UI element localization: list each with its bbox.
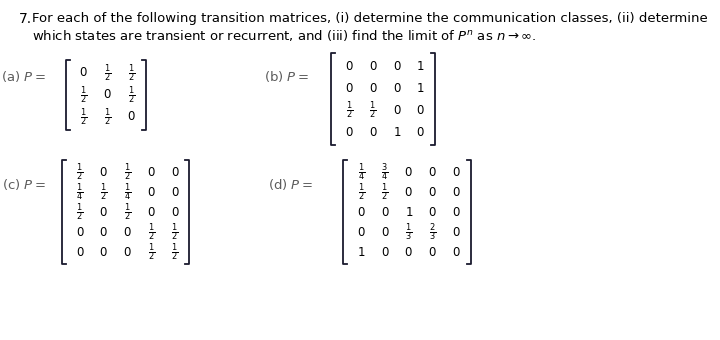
Text: $1$: $1$: [405, 205, 413, 219]
Text: $0$: $0$: [452, 225, 461, 238]
Text: $0$: $0$: [416, 103, 425, 117]
Text: $0$: $0$: [405, 166, 413, 178]
Text: $0$: $0$: [99, 245, 108, 258]
Text: $\frac{1}{3}$: $\frac{1}{3}$: [405, 221, 413, 243]
Text: $0$: $0$: [99, 205, 108, 219]
Text: 7.: 7.: [19, 12, 32, 26]
Text: $0$: $0$: [369, 125, 377, 138]
Text: $\frac{1}{4}$: $\frac{1}{4}$: [76, 181, 84, 203]
Text: $\frac{1}{2}$: $\frac{1}{2}$: [80, 84, 87, 106]
Text: $0$: $0$: [345, 59, 354, 72]
Text: $\frac{1}{2}$: $\frac{1}{2}$: [104, 62, 111, 84]
Text: (c) $P=$: (c) $P=$: [1, 177, 46, 192]
Text: $0$: $0$: [381, 205, 390, 219]
Text: $0$: $0$: [123, 225, 132, 238]
Text: $0$: $0$: [369, 59, 377, 72]
Text: $\frac{3}{4}$: $\frac{3}{4}$: [382, 161, 389, 183]
Text: $1$: $1$: [392, 125, 401, 138]
Text: For each of the following transition matrices, (i) determine the communication c: For each of the following transition mat…: [32, 12, 708, 25]
Text: $0$: $0$: [369, 82, 377, 95]
Text: $0$: $0$: [147, 186, 156, 199]
Text: (a) $P=$: (a) $P=$: [1, 69, 46, 85]
Text: $0$: $0$: [147, 205, 156, 219]
Text: $0$: $0$: [452, 166, 461, 178]
Text: $\frac{1}{2}$: $\frac{1}{2}$: [148, 241, 155, 263]
Text: (b) $P=$: (b) $P=$: [264, 69, 310, 85]
Text: $0$: $0$: [171, 166, 179, 178]
Text: $0$: $0$: [428, 166, 437, 178]
Text: $\frac{1}{2}$: $\frac{1}{2}$: [358, 181, 365, 203]
Text: $0$: $0$: [381, 245, 390, 258]
Text: $0$: $0$: [171, 205, 179, 219]
Text: $0$: $0$: [416, 125, 425, 138]
Text: $\frac{1}{2}$: $\frac{1}{2}$: [104, 106, 111, 128]
Text: $\frac{1}{2}$: $\frac{1}{2}$: [80, 106, 87, 128]
Text: $0$: $0$: [381, 225, 390, 238]
Text: $0$: $0$: [405, 186, 413, 199]
Text: $0$: $0$: [103, 88, 112, 102]
Text: $\frac{1}{2}$: $\frac{1}{2}$: [382, 181, 389, 203]
Text: $0$: $0$: [452, 205, 461, 219]
Text: $1$: $1$: [357, 245, 365, 258]
Text: (d) $P=$: (d) $P=$: [269, 177, 314, 192]
Text: $0$: $0$: [99, 166, 108, 178]
Text: $0$: $0$: [357, 205, 366, 219]
Text: $0$: $0$: [345, 125, 354, 138]
Text: $\frac{1}{2}$: $\frac{1}{2}$: [346, 99, 353, 121]
Text: $\frac{1}{4}$: $\frac{1}{4}$: [358, 161, 365, 183]
Text: $0$: $0$: [147, 166, 156, 178]
Text: $\frac{1}{2}$: $\frac{1}{2}$: [124, 201, 131, 223]
Text: $0$: $0$: [428, 186, 437, 199]
Text: $\frac{1}{2}$: $\frac{1}{2}$: [127, 84, 135, 106]
Text: $0$: $0$: [392, 103, 401, 117]
Text: $\frac{1}{2}$: $\frac{1}{2}$: [171, 241, 179, 263]
Text: $\frac{1}{2}$: $\frac{1}{2}$: [76, 201, 84, 223]
Text: $0$: $0$: [392, 59, 401, 72]
Text: $\frac{1}{2}$: $\frac{1}{2}$: [369, 99, 377, 121]
Text: $\frac{1}{2}$: $\frac{1}{2}$: [127, 62, 135, 84]
Text: $0$: $0$: [79, 67, 88, 80]
Text: $0$: $0$: [76, 225, 84, 238]
Text: $0$: $0$: [76, 245, 84, 258]
Text: $0$: $0$: [357, 225, 366, 238]
Text: $0$: $0$: [428, 245, 437, 258]
Text: $0$: $0$: [127, 110, 135, 123]
Text: $0$: $0$: [392, 82, 401, 95]
Text: which states are transient or recurrent, and (iii) find the limit of $P^n$ as $n: which states are transient or recurrent,…: [32, 28, 537, 43]
Text: $\frac{1}{2}$: $\frac{1}{2}$: [124, 161, 131, 183]
Text: $\frac{1}{2}$: $\frac{1}{2}$: [76, 161, 84, 183]
Text: $0$: $0$: [428, 205, 437, 219]
Text: $\frac{1}{2}$: $\frac{1}{2}$: [100, 181, 107, 203]
Text: $0$: $0$: [452, 186, 461, 199]
Text: $1$: $1$: [416, 59, 425, 72]
Text: $\frac{1}{4}$: $\frac{1}{4}$: [124, 181, 131, 203]
Text: $\frac{1}{2}$: $\frac{1}{2}$: [148, 221, 155, 243]
Text: $0$: $0$: [123, 245, 132, 258]
Text: $0$: $0$: [345, 82, 354, 95]
Text: $0$: $0$: [171, 186, 179, 199]
Text: $\frac{2}{3}$: $\frac{2}{3}$: [429, 221, 436, 243]
Text: $0$: $0$: [405, 245, 413, 258]
Text: $\frac{1}{2}$: $\frac{1}{2}$: [171, 221, 179, 243]
Text: $0$: $0$: [99, 225, 108, 238]
Text: $1$: $1$: [416, 82, 425, 95]
Text: $0$: $0$: [452, 245, 461, 258]
